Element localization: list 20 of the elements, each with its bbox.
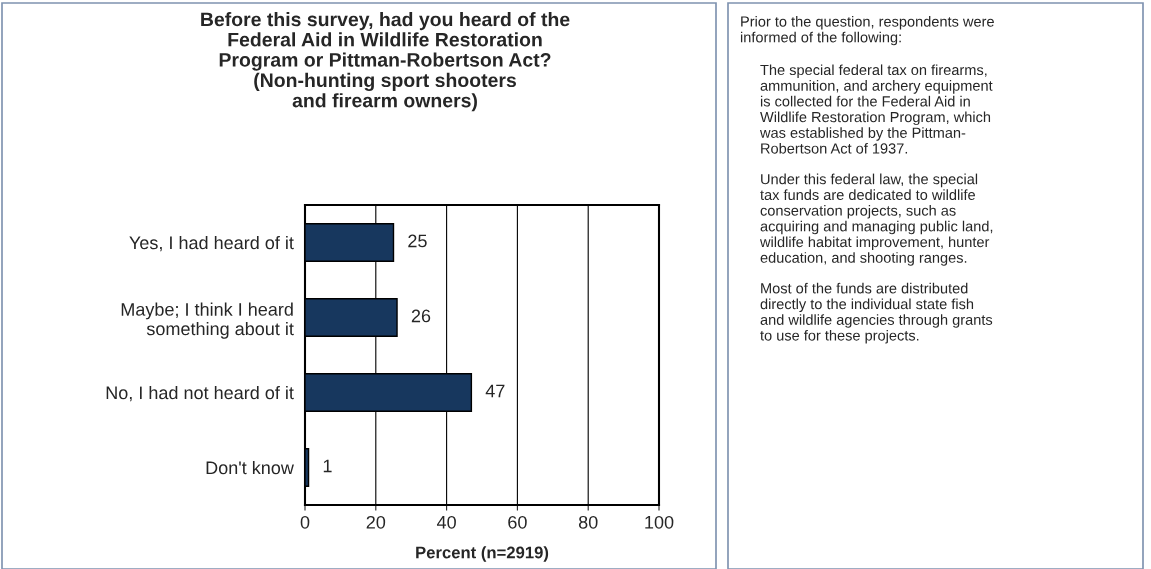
- data-label: 26: [411, 309, 431, 323]
- data-label: 25: [408, 234, 427, 248]
- x-tick-label: 0: [300, 515, 310, 529]
- text: Under this federal law, the special tax funds are dedicated to wildlife conservation projects, such as acquiring and managing public land, wildlife habitat improvement, hunter education, and shooting ranges.: [759, 173, 993, 266]
- x-tick-label: 60: [508, 515, 527, 529]
- x-tick-label: 100: [645, 515, 674, 529]
- y-tick-label: Yes, I had heard of it: [129, 235, 294, 252]
- x-axis-title: Percent (n=2919): [416, 546, 549, 562]
- y-tick-label: No, I had not heard of it: [106, 385, 294, 402]
- data-label: 1: [323, 459, 332, 473]
- x-tick-label: 20: [366, 515, 386, 529]
- chart-title: Before this survey, had you heard of the Federal Aid in Wildlife Restoration Program or Pittman-Robertson Act? (Non-hunting sport shooters and firearm owners): [201, 12, 570, 112]
- data-label: 47: [485, 384, 505, 398]
- text: Most of the funds are distributed directly to the individual state fish and wildlife agencies through grants to use for these projects.: [760, 282, 993, 344]
- text: The special federal tax on firearms, ammunition, and archery equipment is collected for the Federal Aid in Wildlife Restoration Program, which was established by the Pittman- Robertson Act of 1937.: [759, 64, 993, 154]
- y-tick-label: Maybe; I think I heard something about it: [121, 302, 294, 339]
- x-tick-label: 40: [436, 515, 456, 529]
- x-tick-label: 80: [578, 515, 598, 529]
- text: Prior to the question, respondents were informed of the following:: [740, 16, 994, 46]
- y-tick-label: Don't know: [206, 460, 294, 475]
